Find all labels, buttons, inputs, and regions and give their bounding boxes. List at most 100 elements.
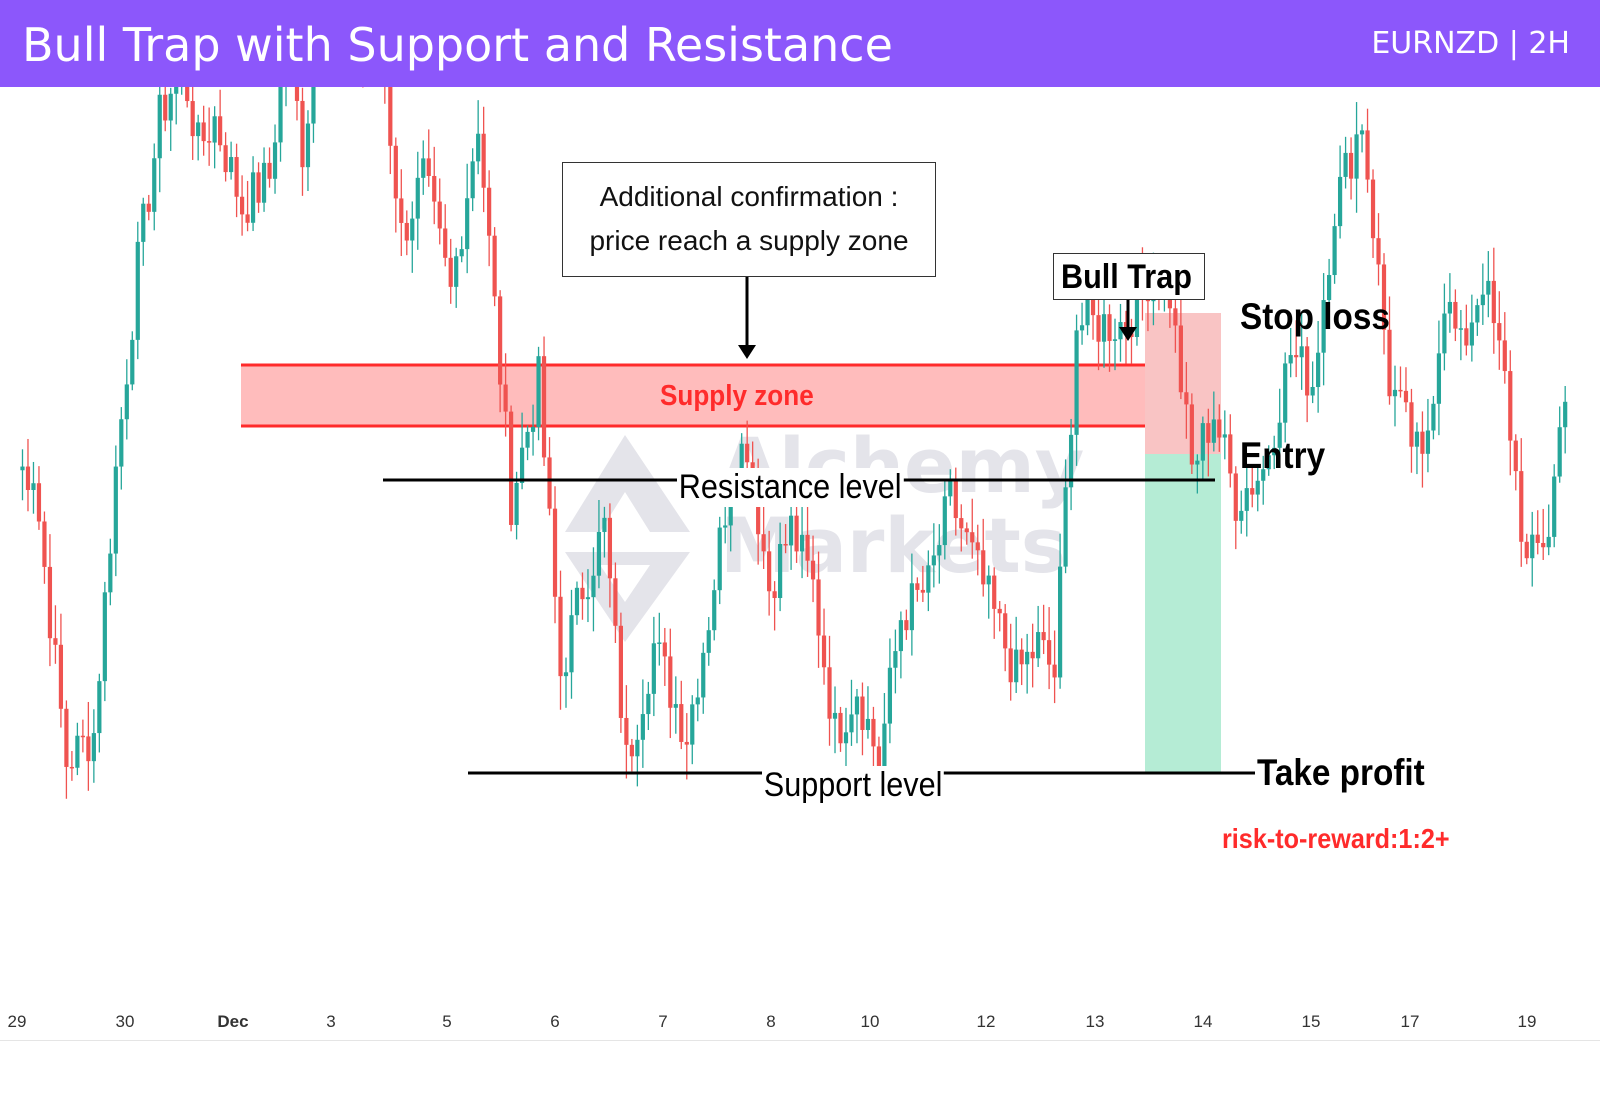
candle-down [816, 579, 821, 636]
candle-down [47, 566, 53, 639]
candle-down [679, 704, 684, 742]
candle-up [108, 553, 113, 593]
candle-up [250, 172, 256, 223]
x-tick-label: 8 [766, 1012, 776, 1031]
candle-up [986, 575, 991, 585]
candle-down [201, 122, 206, 142]
candle-up [113, 466, 118, 554]
candle-up [1458, 328, 1463, 330]
entry-label: Entry [1240, 435, 1326, 476]
candle-down [1453, 301, 1458, 329]
candle-up [1316, 352, 1321, 388]
candle-down [668, 656, 673, 708]
candle-down [1409, 402, 1414, 447]
candle-up [1222, 434, 1227, 438]
candle-up [739, 443, 744, 487]
candle-down [492, 235, 497, 297]
x-tick-label: 13 [1085, 1012, 1105, 1031]
candle-down [432, 175, 437, 202]
candle-up [536, 356, 541, 428]
candle-down [481, 133, 486, 188]
candle-down [1294, 355, 1299, 358]
candle-up [514, 482, 519, 525]
candle-up [421, 158, 426, 178]
candle-down [1189, 404, 1194, 465]
candle-up [1074, 330, 1079, 435]
candle-up [646, 693, 651, 715]
candle-up [635, 739, 640, 757]
candle-down [1233, 473, 1238, 521]
candle-down [1096, 315, 1101, 342]
candle-down [1464, 328, 1469, 346]
candle-down [1178, 325, 1183, 393]
candle-down [300, 100, 305, 168]
candle-up [135, 241, 140, 340]
candle-down [1008, 648, 1013, 683]
candle-up [1277, 422, 1282, 448]
candle-up [717, 527, 722, 591]
candle-down [1041, 632, 1046, 641]
confirmation-text: Additional confirmation : price reach a … [562, 175, 936, 263]
chart-header: Bull Trap with Support and Resistance EU… [0, 0, 1600, 87]
watermark-logo-icon [565, 435, 690, 532]
watermark-text-2: Markets [720, 501, 1066, 590]
x-tick-label: 14 [1193, 1012, 1213, 1031]
candle-down [53, 638, 58, 645]
candle-down [767, 551, 772, 592]
candle-up [212, 116, 217, 143]
candle-down [487, 187, 492, 236]
candle-up [1195, 460, 1200, 465]
candle-up [124, 384, 129, 420]
candle-down [437, 201, 442, 229]
candle-down [267, 162, 272, 179]
candle-up [898, 620, 903, 652]
candle-up [102, 592, 107, 682]
candle-down [223, 145, 228, 173]
candle-down [959, 518, 964, 529]
resistance-label: Resistance level [677, 468, 904, 507]
candle-down [239, 196, 245, 215]
take-profit-zone [1145, 454, 1221, 774]
candle-up [1014, 649, 1019, 683]
candle-down [448, 257, 453, 287]
supply-zone-label: Supply zone [660, 380, 814, 412]
candle-up [1469, 322, 1474, 346]
candle-up [657, 642, 662, 644]
candle-up [1058, 566, 1063, 678]
candle-down [613, 578, 618, 626]
candle-up [196, 122, 201, 137]
candle-up [843, 732, 849, 744]
candle-down [618, 625, 623, 718]
candle-up [1480, 294, 1485, 306]
candle-down [1376, 238, 1381, 265]
candle-up [311, 87, 316, 124]
candle-up [305, 123, 311, 168]
candle-down [975, 542, 980, 551]
candle-down [871, 718, 876, 747]
candle-up [1283, 363, 1288, 423]
candle-up [1486, 280, 1491, 295]
candle-up [1025, 651, 1030, 665]
candle-down [1403, 390, 1409, 403]
candle-down [821, 635, 827, 668]
candle-up [673, 704, 678, 708]
candle-down [981, 550, 986, 585]
candle-down [1497, 323, 1502, 341]
candle-down [1217, 419, 1222, 438]
candle-down [64, 708, 69, 767]
candle-down [904, 620, 909, 631]
candle-up [640, 714, 645, 740]
candle-up [261, 162, 267, 203]
candle-up [1359, 130, 1365, 135]
candle-down [218, 116, 223, 146]
candle-up [926, 565, 931, 593]
candle-up [1118, 322, 1123, 340]
candle-up [909, 583, 914, 631]
candle-down [426, 158, 431, 176]
confirmation-callout [562, 162, 936, 277]
bull-trap-box [1053, 253, 1205, 300]
candle-down [190, 101, 195, 137]
candle-down [1090, 297, 1096, 316]
candle-up [519, 447, 525, 483]
candle-up [415, 177, 420, 219]
